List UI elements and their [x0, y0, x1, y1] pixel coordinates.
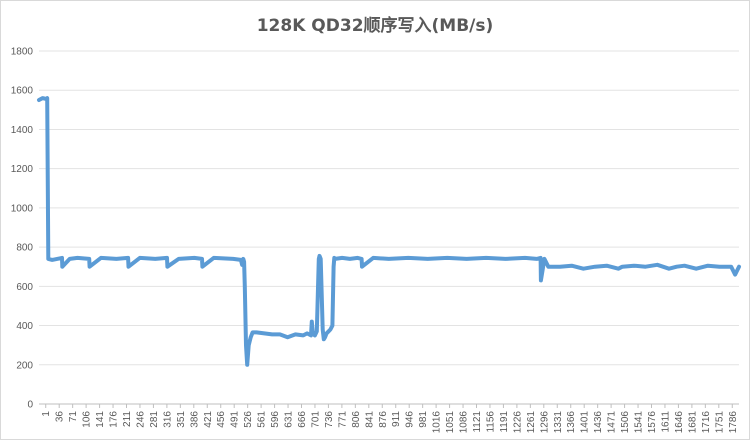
x-tick-label: 771 — [337, 411, 348, 428]
y-tick-label: 200 — [16, 360, 33, 371]
x-tick-label: 1751 — [714, 411, 725, 434]
y-tick-label: 800 — [16, 243, 33, 254]
x-tick-label: 561 — [257, 411, 268, 428]
x-tick-label: 1506 — [620, 411, 631, 434]
gridlines — [39, 50, 739, 405]
x-tick-label: 1436 — [593, 411, 604, 434]
chart-title: 128K QD32顺序写入(MB/s) — [256, 16, 494, 36]
x-tick-label: 1471 — [607, 411, 618, 434]
x-axis-ticks: 1 36 71 106 141 176 211 246 281 316 351 386 421 456 49… — [41, 404, 739, 433]
x-tick-label: 281 — [149, 411, 160, 428]
x-tick-label: 1121 — [472, 411, 483, 433]
x-tick-label: 596 — [270, 411, 281, 428]
y-tick-label: 0 — [27, 400, 33, 411]
x-tick-label: 211 — [122, 411, 133, 427]
x-tick-label: 701 — [310, 411, 321, 428]
x-tick-label: 1051 — [445, 411, 456, 434]
x-tick-label: 1156 — [485, 411, 496, 433]
x-tick-label: 1681 — [687, 411, 698, 434]
x-tick-label: 911 — [391, 411, 402, 427]
x-tick-label: 1331 — [553, 411, 564, 434]
x-tick-label: 631 — [284, 411, 295, 428]
series-line — [37, 96, 741, 367]
x-tick-label: 71 — [68, 411, 79, 423]
y-tick-label: 1000 — [11, 203, 34, 214]
x-tick-label: 456 — [216, 411, 227, 428]
x-tick-label: 1716 — [701, 411, 712, 434]
y-tick-label: 1400 — [11, 125, 34, 136]
x-tick-label: 141 — [95, 411, 106, 428]
y-tick-label: 400 — [16, 321, 33, 332]
x-tick-label: 176 — [109, 411, 120, 428]
x-tick-label: 1 — [41, 411, 52, 417]
x-tick-label: 1401 — [580, 411, 591, 434]
x-tick-label: 876 — [378, 411, 389, 428]
x-tick-label: 1226 — [512, 411, 523, 434]
x-tick-label: 351 — [176, 411, 187, 428]
y-tick-label: 1200 — [11, 164, 34, 175]
x-tick-label: 1576 — [647, 411, 658, 434]
y-tick-label: 1800 — [11, 47, 34, 58]
x-tick-label: 1646 — [674, 411, 685, 434]
x-tick-label: 316 — [162, 411, 173, 428]
series-group — [37, 96, 741, 367]
x-tick-label: 1191 — [499, 411, 510, 433]
x-tick-label: 841 — [364, 411, 375, 428]
x-tick-label: 106 — [82, 411, 93, 428]
x-tick-label: 526 — [243, 411, 254, 428]
x-tick-label: 36 — [55, 411, 66, 423]
x-tick-label: 981 — [418, 411, 429, 428]
y-tick-label: 600 — [16, 282, 33, 293]
x-tick-label: 1086 — [459, 411, 470, 434]
x-tick-label: 1261 — [526, 411, 537, 434]
y-tick-label: 1600 — [11, 86, 34, 97]
x-tick-label: 1541 — [634, 411, 645, 434]
x-tick-label: 1366 — [566, 411, 577, 434]
x-tick-label: 246 — [135, 411, 146, 428]
x-tick-label: 1611 — [660, 411, 671, 433]
x-tick-label: 946 — [405, 411, 416, 428]
x-tick-label: 736 — [324, 411, 335, 428]
x-tick-label: 491 — [230, 411, 241, 428]
y-axis-ticks: 0 200 400 600 800 1000 1200 1400 1600 1800 — [11, 47, 34, 411]
x-tick-label: 806 — [351, 411, 362, 428]
x-tick-label: 1296 — [539, 411, 550, 434]
x-tick-label: 666 — [297, 411, 308, 428]
x-tick-label: 386 — [189, 411, 200, 428]
x-tick-label: 1786 — [728, 411, 739, 434]
x-tick-label: 421 — [203, 411, 214, 428]
x-tick-label: 1016 — [432, 411, 443, 434]
